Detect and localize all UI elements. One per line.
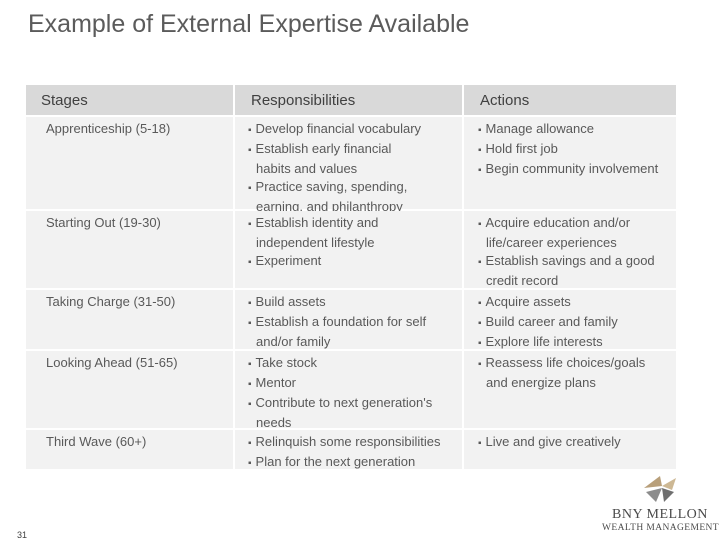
table-row: Third Wave (60+) ▪ Relinquish some respon…: [26, 430, 676, 469]
stage-label: Starting Out (19-30): [46, 215, 161, 230]
stage-label: Looking Ahead (51-65): [46, 355, 178, 370]
list-item: ▪ Acquire education and/or: [478, 215, 631, 230]
stage-cell: Looking Ahead (51-65): [26, 351, 233, 428]
actions-cell: ▪ Reassess life choices/goals and energiz…: [464, 351, 676, 428]
stage-label: Taking Charge (31-50): [46, 294, 176, 309]
list-item: ▪ Reassess life choices/goals: [478, 355, 646, 370]
list-item: ▪ Establish identity and: [248, 215, 379, 230]
list-item: ▪ Manage allowance: [478, 121, 594, 136]
actions-cell: ▪ Acquire education and/or life/career ex…: [464, 211, 676, 288]
list-item-continued: credit record: [486, 273, 559, 288]
table-row: Apprenticeship (5-18) ▪ Develop financial…: [26, 117, 676, 214]
stage-cell: Apprenticeship (5-18): [26, 117, 233, 209]
list-item: ▪ Mentor: [248, 375, 297, 390]
list-item-continued: independent lifestyle: [256, 235, 375, 250]
list-item-continued: needs: [256, 415, 292, 430]
stage-cell: Starting Out (19-30): [26, 211, 233, 288]
list-item: ▪ Take stock: [248, 355, 317, 370]
list-item: ▪ Contribute to next generation's: [248, 395, 433, 410]
list-item: ▪ Develop financial vocabulary: [248, 121, 422, 136]
list-item: ▪ Relinquish some responsibilities: [248, 434, 441, 449]
header-responsibilities: Responsibilities: [235, 85, 462, 115]
list-item: ▪ Begin community involvement: [478, 161, 659, 176]
table-row: Looking Ahead (51-65) ▪ Take stock ▪ Mento…: [26, 351, 676, 430]
company-logo: BNY MELLON WEALTH MANAGEMENT: [590, 474, 720, 534]
page-title: Example of External Expertise Available: [28, 10, 470, 38]
list-item: ▪ Live and give creatively: [478, 434, 621, 449]
stage-cell: Third Wave (60+): [26, 430, 233, 469]
stage-label: Apprenticeship (5-18): [46, 121, 171, 136]
list-item: ▪ Plan for the next generation: [248, 454, 416, 469]
list-item: ▪ Establish a foundation for self: [248, 314, 427, 329]
list-item: ▪ Build career and family: [478, 314, 618, 329]
logo-name: BNY MELLON: [612, 507, 708, 522]
list-item-continued: and/or family: [256, 334, 331, 349]
responsibilities-cell: ▪ Take stock ▪ Mentor ▪ Contribute to next …: [235, 351, 462, 430]
table-header: Stages Responsibilities Actions: [26, 85, 676, 115]
list-item: ▪ Explore life interests: [478, 334, 603, 349]
responsibilities-cell: ▪ Build assets ▪ Establish a foundation fo…: [235, 290, 462, 349]
stage-label: Third Wave (60+): [46, 434, 147, 449]
actions-cell: ▪ Acquire assets ▪ Build career and family…: [464, 290, 676, 349]
actions-cell: ▪ Manage allowance ▪ Hold first job ▪ Begin…: [464, 117, 676, 209]
page-number: 31: [17, 530, 28, 540]
list-item-continued: life/career experiences: [486, 235, 617, 250]
list-item: ▪ Build assets: [248, 294, 326, 309]
responsibilities-cell: ▪ Develop financial vocabulary ▪ Establish…: [235, 117, 462, 214]
responsibilities-cell: ▪ Relinquish some responsibilities ▪ Plan …: [235, 430, 462, 469]
logo-subtitle: WEALTH MANAGEMENT: [602, 523, 720, 533]
list-item-continued: earning, and philanthropy: [256, 199, 403, 214]
table-row: Starting Out (19-30) ▪ Establish identity…: [26, 211, 676, 288]
list-item: ▪ Establish savings and a good: [478, 253, 655, 268]
list-item: ▪ Hold first job: [478, 141, 558, 156]
list-item: ▪ Experiment: [248, 253, 322, 268]
header-actions: Actions: [464, 85, 676, 115]
list-item: ▪ Acquire assets: [478, 294, 571, 309]
list-item-continued: and energize plans: [486, 375, 596, 390]
table-row: Taking Charge (31-50) ▪ Build assets ▪ Est…: [26, 290, 676, 349]
list-item: ▪ Practice saving, spending,: [248, 179, 408, 194]
stage-cell: Taking Charge (31-50): [26, 290, 233, 349]
list-item-continued: habits and values: [256, 161, 358, 176]
responsibilities-cell: ▪ Establish identity and independent life…: [235, 211, 462, 288]
list-item: ▪ Establish early financial: [248, 141, 392, 156]
header-stages: Stages: [26, 85, 233, 115]
actions-cell: ▪ Live and give creatively: [464, 430, 676, 469]
bny-mellon-logo-icon: [644, 476, 676, 502]
